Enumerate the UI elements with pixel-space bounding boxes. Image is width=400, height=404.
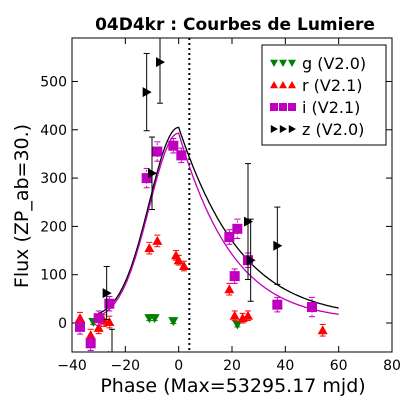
data-point-i — [176, 150, 187, 161]
y-tick-label: 300 — [40, 171, 67, 187]
data-point-r — [317, 325, 328, 335]
legend-marker-g — [279, 59, 287, 67]
data-point-r — [243, 310, 253, 320]
chart-title: 04D4kr : Courbes de Lumiere — [95, 15, 375, 35]
legend-label-g: g (V2.0) — [302, 54, 366, 73]
legend-marker-g — [288, 59, 296, 67]
data-point-r — [229, 310, 240, 320]
data-point-g — [149, 314, 160, 324]
data-point-i — [229, 271, 240, 282]
legend-marker-i — [288, 103, 296, 111]
x-tick-label: 60 — [330, 358, 348, 374]
data-point-i — [307, 302, 317, 313]
data-point-z — [102, 288, 112, 299]
legend-label-z: z (V2.0) — [302, 120, 364, 139]
data-point-z — [148, 168, 157, 179]
data-point-r — [173, 255, 184, 265]
data-point-z — [273, 240, 283, 251]
data-point-r — [237, 313, 248, 323]
legend-marker-z — [288, 125, 296, 133]
data-point-z — [108, 350, 111, 352]
legend-marker-r — [288, 81, 296, 89]
data-point-r — [144, 243, 155, 253]
data-point-i — [93, 313, 104, 324]
legend-marker-z — [270, 125, 278, 133]
data-point-r — [104, 317, 115, 327]
data-point-i — [85, 338, 96, 349]
data-point-r — [224, 284, 235, 294]
data-point-i — [272, 299, 283, 310]
data-point-r — [93, 322, 104, 332]
data-point-r — [179, 261, 189, 271]
legend-marker-g — [270, 59, 278, 67]
y-tick-label: 400 — [40, 123, 67, 139]
x-tick-label: 0 — [174, 358, 183, 374]
y-tick-label: 500 — [40, 74, 67, 90]
legend-label-r: r (V2.1) — [302, 76, 363, 95]
data-point-i — [141, 173, 152, 184]
data-point-r — [85, 330, 96, 340]
legend-marker-i — [279, 103, 287, 111]
legend-marker-i — [270, 103, 278, 111]
x-tick-label: −40 — [57, 358, 87, 374]
y-axis-label: Flux (ZP_ab=30.) — [11, 124, 33, 288]
x-tick-label: −20 — [111, 358, 141, 374]
legend: g (V2.0) r (V2.1) i (V2.1) z (V2.0) — [261, 44, 387, 146]
y-tick-label: 200 — [40, 219, 67, 235]
x-tick-label: 20 — [223, 358, 241, 374]
data-point-i — [152, 146, 163, 157]
model-curve — [98, 132, 339, 317]
data-point-z — [246, 255, 256, 266]
legend-label-i: i (V2.1) — [302, 98, 360, 117]
data-point-z — [244, 216, 253, 227]
data-point-r — [152, 235, 163, 245]
data-point-i — [104, 298, 115, 309]
model-curve — [98, 126, 339, 315]
x-axis-label: Phase (Max=53295.17 mjd) — [100, 375, 365, 397]
legend-marker-r — [270, 81, 278, 89]
plot-area: −40 −20 0 20 40 60 80 0 100 200 300 400 500 — [40, 37, 400, 374]
data-point-g — [168, 317, 179, 327]
y-tick-label: 0 — [58, 316, 67, 332]
legend-marker-z — [279, 125, 287, 133]
data-point-i — [232, 223, 243, 234]
data-point-i — [224, 232, 235, 243]
data-point-i — [168, 140, 179, 151]
data-point-z — [156, 57, 165, 68]
x-tick-label: 80 — [383, 358, 400, 374]
data-point-z — [142, 87, 152, 98]
y-tick-label: 100 — [40, 268, 67, 284]
legend-marker-r — [279, 81, 287, 89]
plot-content — [75, 38, 339, 352]
x-tick-label: 40 — [276, 358, 294, 374]
data-point-i — [75, 321, 85, 332]
